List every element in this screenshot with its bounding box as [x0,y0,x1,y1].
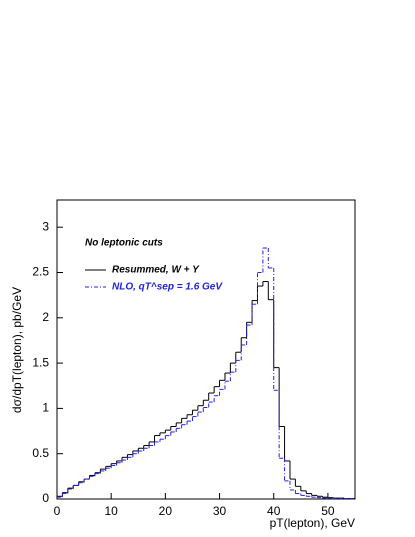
x-tick-label: 40 [267,504,281,518]
y-tick-label: 0.5 [32,446,49,460]
plot-frame [56,199,356,500]
y-tick-label: 1.5 [32,355,49,369]
y-tick-label: 1 [42,401,49,415]
legend-label: NLO, qT^sep = 1.6 GeV [112,282,223,293]
legend-label: Resummed, W + Y [112,265,200,276]
y-axis-label: dσ/dpT(lepton), pb/GeV [10,287,24,413]
x-tick-label: 20 [159,504,173,518]
x-axis-label: pT(lepton), GeV [270,516,355,530]
x-tick-label: 50 [321,504,335,518]
x-tick-label: 30 [213,504,227,518]
y-tick-label: 2 [42,310,49,324]
annotation: No leptonic cuts [85,238,163,249]
x-tick-label: 0 [54,504,61,518]
y-tick-label: 2.5 [32,265,49,279]
y-tick-label: 0 [42,491,49,505]
x-tick-label: 10 [105,504,119,518]
y-tick-label: 3 [42,219,49,233]
